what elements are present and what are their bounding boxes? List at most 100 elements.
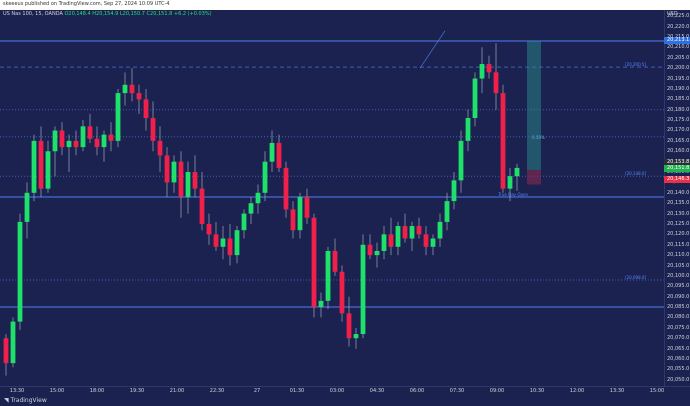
candle[interactable]: [325, 246, 331, 310]
candle[interactable]: [3, 334, 9, 376]
price-tick: 20,115.0: [667, 241, 690, 248]
candle[interactable]: [318, 292, 324, 318]
candle[interactable]: [416, 217, 422, 239]
price-tick: 20,160.0: [667, 148, 690, 155]
candle[interactable]: [262, 151, 268, 202]
time-axis[interactable]: [0, 386, 690, 397]
candle-body: [332, 250, 338, 272]
candle[interactable]: [276, 134, 282, 173]
candle[interactable]: [213, 221, 219, 251]
price-badge: 20,213.1: [664, 37, 690, 45]
price-tick: 20,185.0: [667, 96, 690, 103]
candle-body: [164, 155, 170, 183]
candle[interactable]: [409, 221, 415, 251]
candle[interactable]: [108, 122, 114, 152]
candle[interactable]: [507, 167, 513, 202]
candle[interactable]: [430, 234, 436, 256]
candle[interactable]: [157, 126, 163, 173]
candle[interactable]: [10, 317, 16, 368]
candle[interactable]: [171, 155, 177, 193]
candle[interactable]: [199, 172, 205, 231]
candle[interactable]: [227, 223, 233, 266]
symbol-name: US Nas 100, 15, OANDA: [3, 11, 63, 17]
candle[interactable]: [360, 234, 366, 339]
candle[interactable]: [185, 161, 191, 214]
candle-body: [171, 161, 177, 183]
candle[interactable]: [241, 209, 247, 239]
candle[interactable]: [192, 155, 198, 197]
candle[interactable]: [374, 242, 380, 268]
candle-body: [430, 238, 436, 247]
candle-body: [465, 118, 471, 141]
candle-body: [213, 234, 219, 247]
candle[interactable]: [17, 213, 23, 330]
candle[interactable]: [31, 134, 37, 202]
candle[interactable]: [255, 184, 261, 214]
candle[interactable]: [458, 130, 464, 193]
candle[interactable]: [129, 68, 135, 102]
price-tick: 20,105.0: [667, 262, 690, 269]
candle[interactable]: [115, 88, 121, 148]
candle[interactable]: [45, 140, 51, 193]
candle[interactable]: [24, 182, 30, 239]
candle[interactable]: [178, 151, 184, 218]
candle[interactable]: [353, 327, 359, 349]
stop-zone[interactable]: [527, 169, 541, 185]
candlestick-chart[interactable]: 0.59% [20,200.5][20,148.0]True Day Open[…: [0, 10, 664, 386]
candle[interactable]: [269, 130, 275, 173]
candle-body: [472, 78, 478, 119]
candle-body: [367, 244, 373, 256]
candle[interactable]: [122, 72, 128, 106]
candle[interactable]: [283, 161, 289, 218]
candle[interactable]: [164, 147, 170, 197]
candle[interactable]: [80, 120, 86, 152]
candle[interactable]: [472, 72, 478, 127]
candle[interactable]: [136, 84, 142, 114]
candle[interactable]: [101, 130, 107, 162]
candle[interactable]: [451, 172, 457, 210]
candle[interactable]: [395, 221, 401, 256]
candle[interactable]: [248, 196, 254, 224]
candle[interactable]: [381, 226, 387, 260]
candle[interactable]: [290, 201, 296, 239]
candle[interactable]: [311, 213, 317, 318]
candle[interactable]: [73, 130, 79, 156]
candle[interactable]: [402, 213, 408, 243]
time-tick: 07:30: [449, 388, 465, 394]
candle[interactable]: [437, 213, 443, 247]
candle-body: [409, 226, 415, 239]
candle[interactable]: [234, 226, 240, 264]
price-badge: 20,151.8: [664, 164, 690, 172]
candle[interactable]: [423, 226, 429, 256]
candle[interactable]: [367, 234, 373, 260]
candle[interactable]: [66, 134, 72, 173]
candle[interactable]: [220, 226, 226, 260]
candle[interactable]: [87, 113, 93, 143]
candle[interactable]: [297, 192, 303, 239]
price-tick: 20,110.0: [667, 252, 690, 259]
candle[interactable]: [38, 126, 44, 197]
candle[interactable]: [388, 217, 394, 256]
target-zone[interactable]: [527, 41, 541, 170]
candle[interactable]: [206, 213, 212, 245]
candle-body: [108, 134, 114, 141]
trend-line[interactable]: [419, 30, 446, 69]
candle[interactable]: [444, 192, 450, 231]
candle[interactable]: [500, 84, 506, 193]
risk-reward-box: 0.59%: [419, 30, 545, 185]
candle[interactable]: [486, 55, 492, 79]
candle[interactable]: [150, 101, 156, 152]
candle[interactable]: [479, 47, 485, 94]
candle[interactable]: [514, 163, 520, 191]
candle[interactable]: [143, 88, 149, 131]
candle[interactable]: [94, 126, 100, 156]
candle[interactable]: [465, 109, 471, 152]
candle[interactable]: [493, 43, 499, 110]
price-axis[interactable]: [664, 10, 690, 386]
candle[interactable]: [52, 126, 58, 177]
candle[interactable]: [332, 238, 338, 276]
candle[interactable]: [304, 188, 310, 224]
candle[interactable]: [339, 265, 345, 322]
candle[interactable]: [346, 296, 352, 347]
candle[interactable]: [59, 122, 65, 156]
